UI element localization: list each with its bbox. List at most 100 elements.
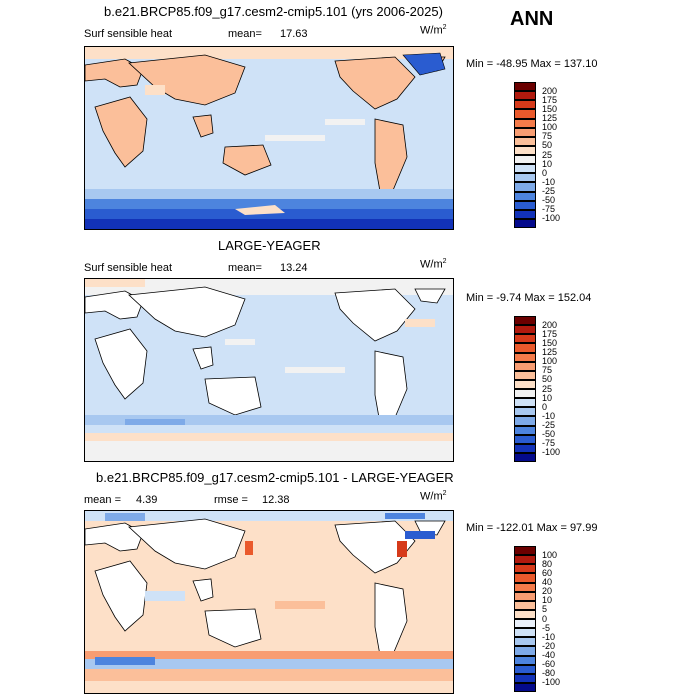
panel2-colorbar-tick: 25 (542, 383, 553, 394)
panel3-mean-label: mean = (84, 494, 121, 506)
panel2-mean-value: 13.24 (280, 262, 308, 274)
panel3-colorbar-box (514, 609, 536, 619)
panel1-colorbar-tick: 25 (542, 149, 553, 160)
panel2-colorbar-box (514, 398, 536, 408)
panel3-title: b.e21.BRCP85.f09_g17.cesm2-cmip5.101 - L… (96, 470, 454, 485)
panel1-colorbar-tick: -10 (542, 176, 556, 187)
panel3-colorbar-tick: -5 (542, 622, 551, 633)
panel1-map (84, 46, 454, 230)
panel3-colorbar-tick: 100 (542, 549, 558, 560)
panel1-colorbar-tick: -25 (542, 186, 556, 196)
panel3-colorbar-tick: -80 (542, 668, 556, 679)
panel1-minmax: Min = -48.95 Max = 137.10 (466, 58, 598, 70)
panel2-units: W/m2 (420, 258, 447, 271)
panel3-colorbar-box (514, 591, 536, 601)
panel3-rmse-label: rmse = (214, 494, 248, 506)
panel3-colorbar-tick: 0 (542, 613, 548, 624)
panel3-colorbar-tick: 10 (542, 595, 553, 606)
panel2-colorbar: 200 175 150 125 100 75 50 25 10 0 -10 -25 -50 -75 -100 (514, 316, 634, 462)
panel3-colorbar-box (514, 646, 536, 656)
panel1-colorbar-box (514, 173, 536, 183)
panel1-title: b.e21.BRCP85.f09_g17.cesm2-cmip5.101 (yr… (104, 4, 443, 19)
panel3-minmax: Min = -122.01 Max = 97.99 (466, 522, 598, 534)
panel2-colorbar-box (514, 452, 536, 462)
panel1-colorbar-box (514, 118, 536, 128)
panel1-var-label: Surf sensible heat (84, 28, 173, 40)
panel1-colorbar-box (514, 91, 536, 101)
panel1-mean-value: 17.63 (280, 28, 308, 40)
panel3-colorbar-box (514, 555, 536, 565)
panel3-colorbar-box (514, 628, 536, 638)
panel3-colorbar-box (514, 637, 536, 647)
panel3-colorbar: 100 80 60 40 20 10 5 0 -5 -10 -20 -40 -60 -80 -100 (514, 546, 634, 692)
panel3-colorbar-tick: -60 (542, 659, 556, 670)
panel1-colorbar-box (514, 136, 536, 146)
panel2-colorbar-box (514, 334, 536, 344)
panel2-colorbar-box (514, 425, 536, 435)
panel1-colorbar-tick: 175 (542, 94, 558, 105)
panel2-colorbar-tick: -25 (542, 420, 556, 430)
panel2-colorbar-tick: 10 (542, 392, 553, 403)
panel1-colorbar-tick: 200 (542, 85, 558, 96)
panel2-colorbar-box (514, 352, 536, 362)
panel3-colorbar-box (514, 564, 536, 574)
panel1-colorbar-box (514, 191, 536, 201)
panel1-colorbar-tick: -50 (542, 195, 556, 206)
panel3-colorbar-tick: 5 (542, 604, 548, 615)
panel2-colorbar-tick: -10 (542, 410, 556, 421)
panel2-colorbar-box (514, 443, 536, 453)
panel3-colorbar-tick: 60 (542, 567, 553, 578)
panel2-colorbar-tick: 75 (542, 365, 553, 376)
panel3-map (84, 510, 454, 694)
panel2-colorbar-box (514, 361, 536, 371)
panel2-colorbar-tick: 50 (542, 374, 553, 385)
panel3-colorbar-tick: 80 (542, 558, 553, 569)
panel2-colorbar-box (514, 407, 536, 417)
panel3-colorbar-tick: -20 (542, 640, 556, 651)
panel1-colorbar-box (514, 82, 536, 92)
panel2-map (84, 278, 454, 462)
panel2-colorbar-tick: 200 (542, 319, 558, 330)
panel2-colorbar-tick: 175 (542, 328, 558, 339)
panel1-colorbar: 200 175 150 125 100 75 50 25 10 0 -10 -25 -50 -75 -100 (514, 82, 634, 228)
panel1-colorbar-box (514, 209, 536, 219)
panel1-colorbar-tick: 125 (542, 113, 558, 123)
panel3-colorbar-box (514, 655, 536, 665)
panel3-colorbar-tick: 20 (542, 586, 553, 597)
panel1-colorbar-box (514, 182, 536, 192)
panel3-mean-value: 4.39 (136, 494, 158, 506)
panel2-var-label: Surf sensible heat (84, 262, 173, 274)
panel1-colorbar-box (514, 200, 536, 210)
panel1-colorbar-box (514, 155, 536, 165)
panel2-colorbar-tick: 150 (542, 337, 558, 348)
panel1-mean-label: mean= (228, 28, 262, 40)
panel3-colorbar-box (514, 682, 536, 692)
panel3-land (85, 518, 446, 662)
season-label: ANN (510, 8, 554, 30)
panel3-colorbar-box (514, 600, 536, 610)
panel2-minmax: Min = -9.74 Max = 152.04 (466, 292, 592, 304)
panel2-colorbar-tick: 0 (542, 401, 548, 412)
panel3-colorbar-box (514, 673, 536, 683)
panel1-colorbar-tick: -100 (542, 213, 561, 224)
panel3-units: W/m2 (420, 490, 447, 503)
panel2-colorbar-box (514, 389, 536, 399)
panel3-colorbar-tick: 40 (542, 577, 553, 587)
panel1-colorbar-tick: 10 (542, 158, 553, 169)
panel3-colorbar-box (514, 582, 536, 592)
panel1-colorbar-tick: 75 (542, 131, 553, 142)
panel2-colorbar-box (514, 343, 536, 353)
panel2-colorbar-tick: -100 (542, 447, 561, 458)
panel3-colorbar-box (514, 546, 536, 556)
panel2-colorbar-box (514, 416, 536, 426)
panel2-colorbar-tick: -50 (542, 429, 556, 440)
panel3-colorbar-tick: -10 (542, 631, 556, 642)
panel3-colorbar-tick: -100 (542, 677, 561, 688)
panel1-colorbar-tick: 0 (542, 167, 548, 178)
panel1-colorbar-tick: 150 (542, 103, 558, 114)
panel3-colorbar-box (514, 664, 536, 674)
panel2-colorbar-box (514, 325, 536, 335)
panel1-colorbar-box (514, 218, 536, 228)
panel3-colorbar-tick: -40 (542, 650, 556, 660)
panel1-land (85, 54, 446, 198)
